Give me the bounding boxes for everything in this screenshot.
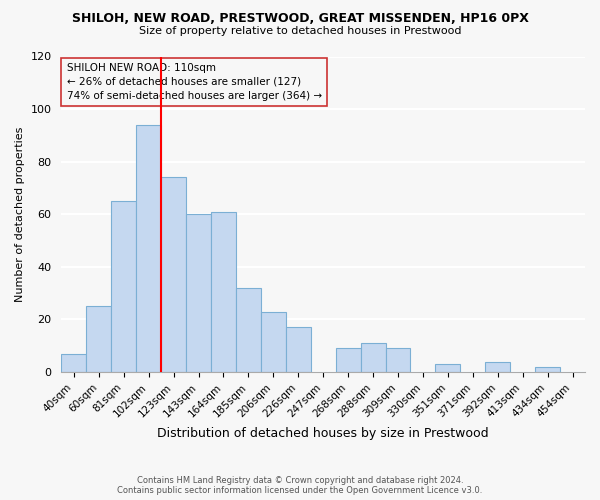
Bar: [61, 354, 86, 372]
Bar: [485, 362, 510, 372]
Bar: [236, 288, 261, 372]
Bar: [161, 178, 186, 372]
Bar: [86, 306, 111, 372]
X-axis label: Distribution of detached houses by size in Prestwood: Distribution of detached houses by size …: [157, 427, 489, 440]
Text: SHILOH, NEW ROAD, PRESTWOOD, GREAT MISSENDEN, HP16 0PX: SHILOH, NEW ROAD, PRESTWOOD, GREAT MISSE…: [71, 12, 529, 26]
Bar: [436, 364, 460, 372]
Bar: [136, 125, 161, 372]
Bar: [361, 343, 386, 372]
Bar: [186, 214, 211, 372]
Bar: [261, 312, 286, 372]
Bar: [535, 367, 560, 372]
Bar: [286, 328, 311, 372]
Text: Size of property relative to detached houses in Prestwood: Size of property relative to detached ho…: [139, 26, 461, 36]
Text: Contains HM Land Registry data © Crown copyright and database right 2024.
Contai: Contains HM Land Registry data © Crown c…: [118, 476, 482, 495]
Bar: [111, 201, 136, 372]
Bar: [211, 212, 236, 372]
Bar: [386, 348, 410, 372]
Bar: [335, 348, 361, 372]
Text: SHILOH NEW ROAD: 110sqm
← 26% of detached houses are smaller (127)
74% of semi-d: SHILOH NEW ROAD: 110sqm ← 26% of detache…: [67, 63, 322, 101]
Y-axis label: Number of detached properties: Number of detached properties: [15, 126, 25, 302]
